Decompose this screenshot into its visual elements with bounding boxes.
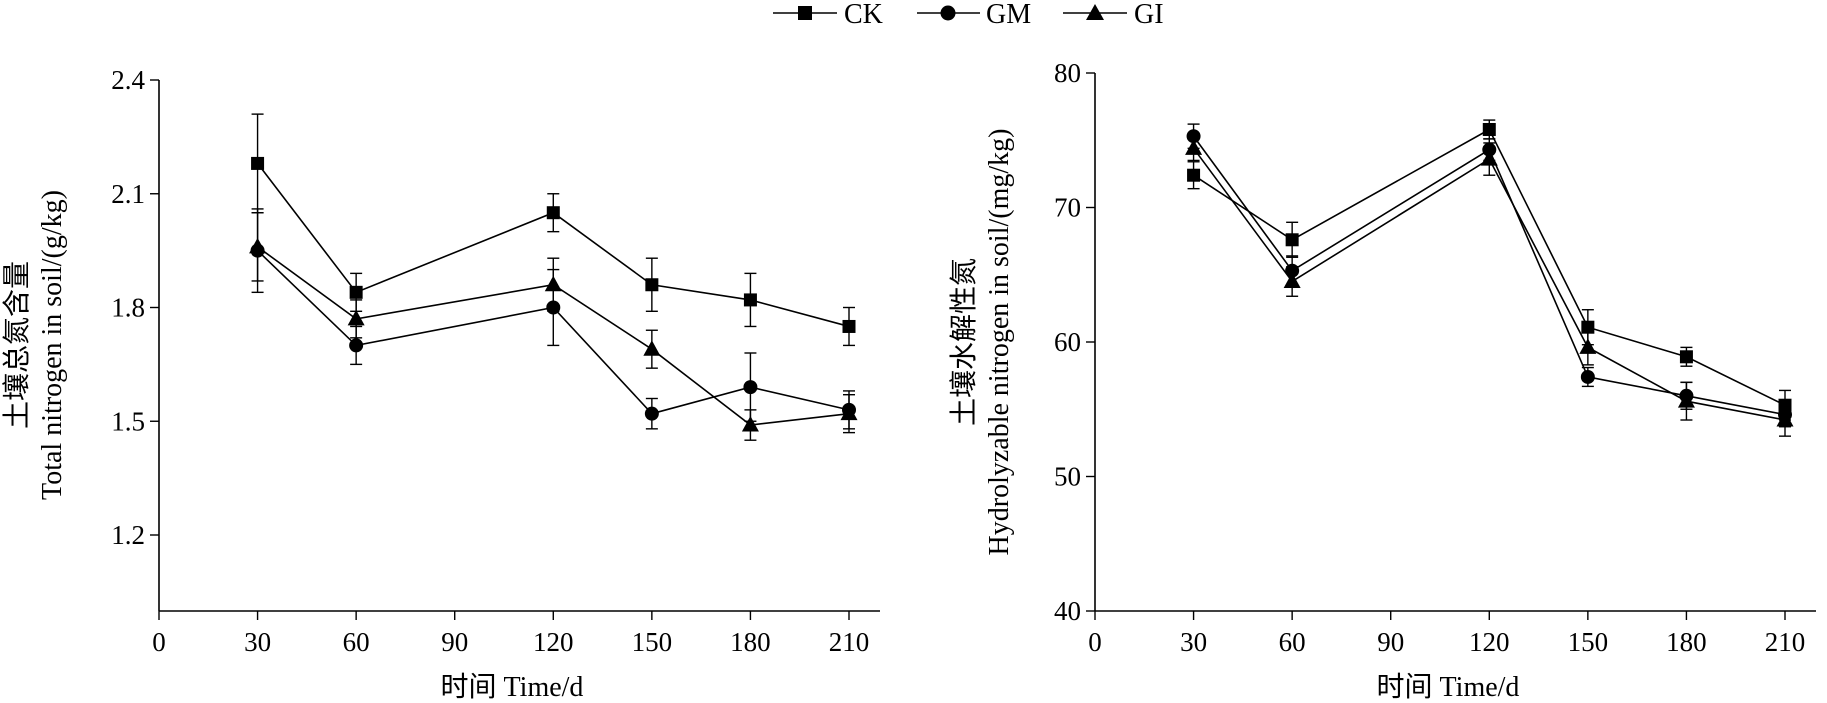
y-tick-label: 1.2	[111, 520, 145, 550]
x-tick-label: 120	[533, 627, 574, 657]
data-point-ck	[1187, 168, 1201, 182]
series-gi	[1185, 135, 1794, 437]
x-tick-label: 150	[1568, 627, 1609, 657]
data-point-gi	[544, 275, 562, 292]
y-axis-title-en: Hydrolyzable nitrogen in soil/(mg/kg)	[984, 129, 1015, 556]
x-tick-label: 150	[632, 627, 673, 657]
data-point-gm	[1580, 369, 1595, 384]
data-point-gi	[840, 404, 858, 421]
x-tick-label: 0	[152, 627, 166, 657]
data-point-gi	[249, 237, 267, 254]
data-point-gi	[347, 309, 365, 326]
x-tick-label: 180	[730, 627, 771, 657]
legend-label-ck: CK	[844, 0, 883, 30]
series-line-gi	[1192, 147, 1786, 421]
y-tick-label: 60	[1054, 327, 1081, 357]
legend-label-gm: GM	[986, 0, 1031, 30]
x-tick-label: 210	[1765, 627, 1806, 657]
x-ticks: 0 30 60 90 120 150 180 210	[152, 611, 869, 657]
x-tick-label: 30	[1180, 627, 1207, 657]
x-tick-label: 90	[441, 627, 468, 657]
data-point-ck	[1679, 350, 1693, 364]
x-tick-label: 0	[1088, 627, 1102, 657]
y-tick-label: 50	[1054, 462, 1081, 492]
legend-entry-gi: GI	[1063, 0, 1164, 30]
data-point-gi	[643, 340, 661, 356]
y-tick-label: 1.5	[111, 406, 145, 436]
y-tick-label: 1.8	[111, 293, 145, 323]
x-tick-label: 120	[1469, 627, 1510, 657]
data-point-ck	[645, 278, 659, 292]
x-tick-label: 60	[1279, 627, 1306, 657]
y-axis-title-cn: 土壤水解性氮	[948, 258, 980, 426]
x-tick-label: 30	[244, 627, 271, 657]
series-gm	[250, 208, 856, 430]
chart-hydrolyzable-nitrogen: 40 50 60 70 80 0 30 60 90 120 150 180 210 土壤水解性氮 Hy…	[948, 58, 1816, 703]
data-point-ck	[1482, 122, 1496, 136]
legend: CK GM GI	[773, 0, 1164, 30]
data-point-ck	[743, 293, 757, 307]
x-axis-title: 时间 Time/d	[1377, 671, 1520, 703]
data-point-gi	[1579, 338, 1597, 354]
y-ticks: 40 50 60 70 80	[1054, 58, 1095, 626]
data-point-ck	[1285, 233, 1299, 247]
plot-area	[1185, 119, 1794, 437]
data-point-gm	[743, 380, 758, 395]
y-axis-title-en: Total nitrogen in soil/(g/kg)	[37, 190, 68, 500]
y-tick-label: 2.1	[111, 179, 145, 209]
x-tick-label: 90	[1377, 627, 1404, 657]
data-point-gi	[1185, 139, 1203, 155]
y-tick-label: 80	[1054, 58, 1081, 88]
legend-triangle-marker	[1086, 4, 1104, 20]
data-point-gi	[1283, 272, 1301, 288]
series-line-gm	[257, 250, 850, 415]
data-point-gi	[1776, 411, 1794, 427]
y-axis-title-cn: 土壤总氮含量	[1, 261, 33, 429]
legend-label-gi: GI	[1134, 0, 1164, 30]
legend-square-marker	[798, 6, 812, 20]
x-ticks: 0 30 60 90 120 150 180 210	[1088, 611, 1805, 657]
series-line-gm	[1192, 135, 1786, 416]
data-point-ck	[251, 156, 265, 170]
series-line-gi	[257, 246, 850, 426]
series-gi	[249, 212, 858, 441]
y-tick-label: 70	[1054, 193, 1081, 223]
legend-entry-ck: CK	[773, 0, 883, 30]
y-tick-label: 2.4	[111, 65, 145, 95]
plot-area	[249, 113, 858, 441]
data-point-gm	[644, 406, 659, 421]
data-point-ck	[842, 319, 856, 333]
y-ticks: 1.2 1.5 1.8 2.1 2.4	[111, 65, 159, 550]
series-line-ck	[256, 162, 850, 328]
data-point-gi	[1677, 392, 1695, 408]
data-point-gi	[741, 416, 759, 432]
data-point-gm	[349, 338, 364, 353]
x-tick-label: 180	[1666, 627, 1707, 657]
y-tick-label: 40	[1054, 596, 1081, 626]
legend-entry-gm: GM	[917, 0, 1031, 30]
series-line-ck	[1193, 128, 1786, 406]
data-point-ck	[546, 206, 560, 220]
data-point-ck	[349, 285, 363, 299]
x-axis-title: 时间 Time/d	[441, 671, 584, 703]
legend-circle-marker	[940, 5, 956, 21]
x-tick-label: 210	[829, 627, 870, 657]
x-tick-label: 60	[343, 627, 370, 657]
data-point-gi	[1480, 150, 1498, 166]
chart-total-nitrogen: 1.2 1.5 1.8 2.1 2.4 0 30 60 90 120 150 180 210 土壤总氮…	[1, 65, 880, 703]
